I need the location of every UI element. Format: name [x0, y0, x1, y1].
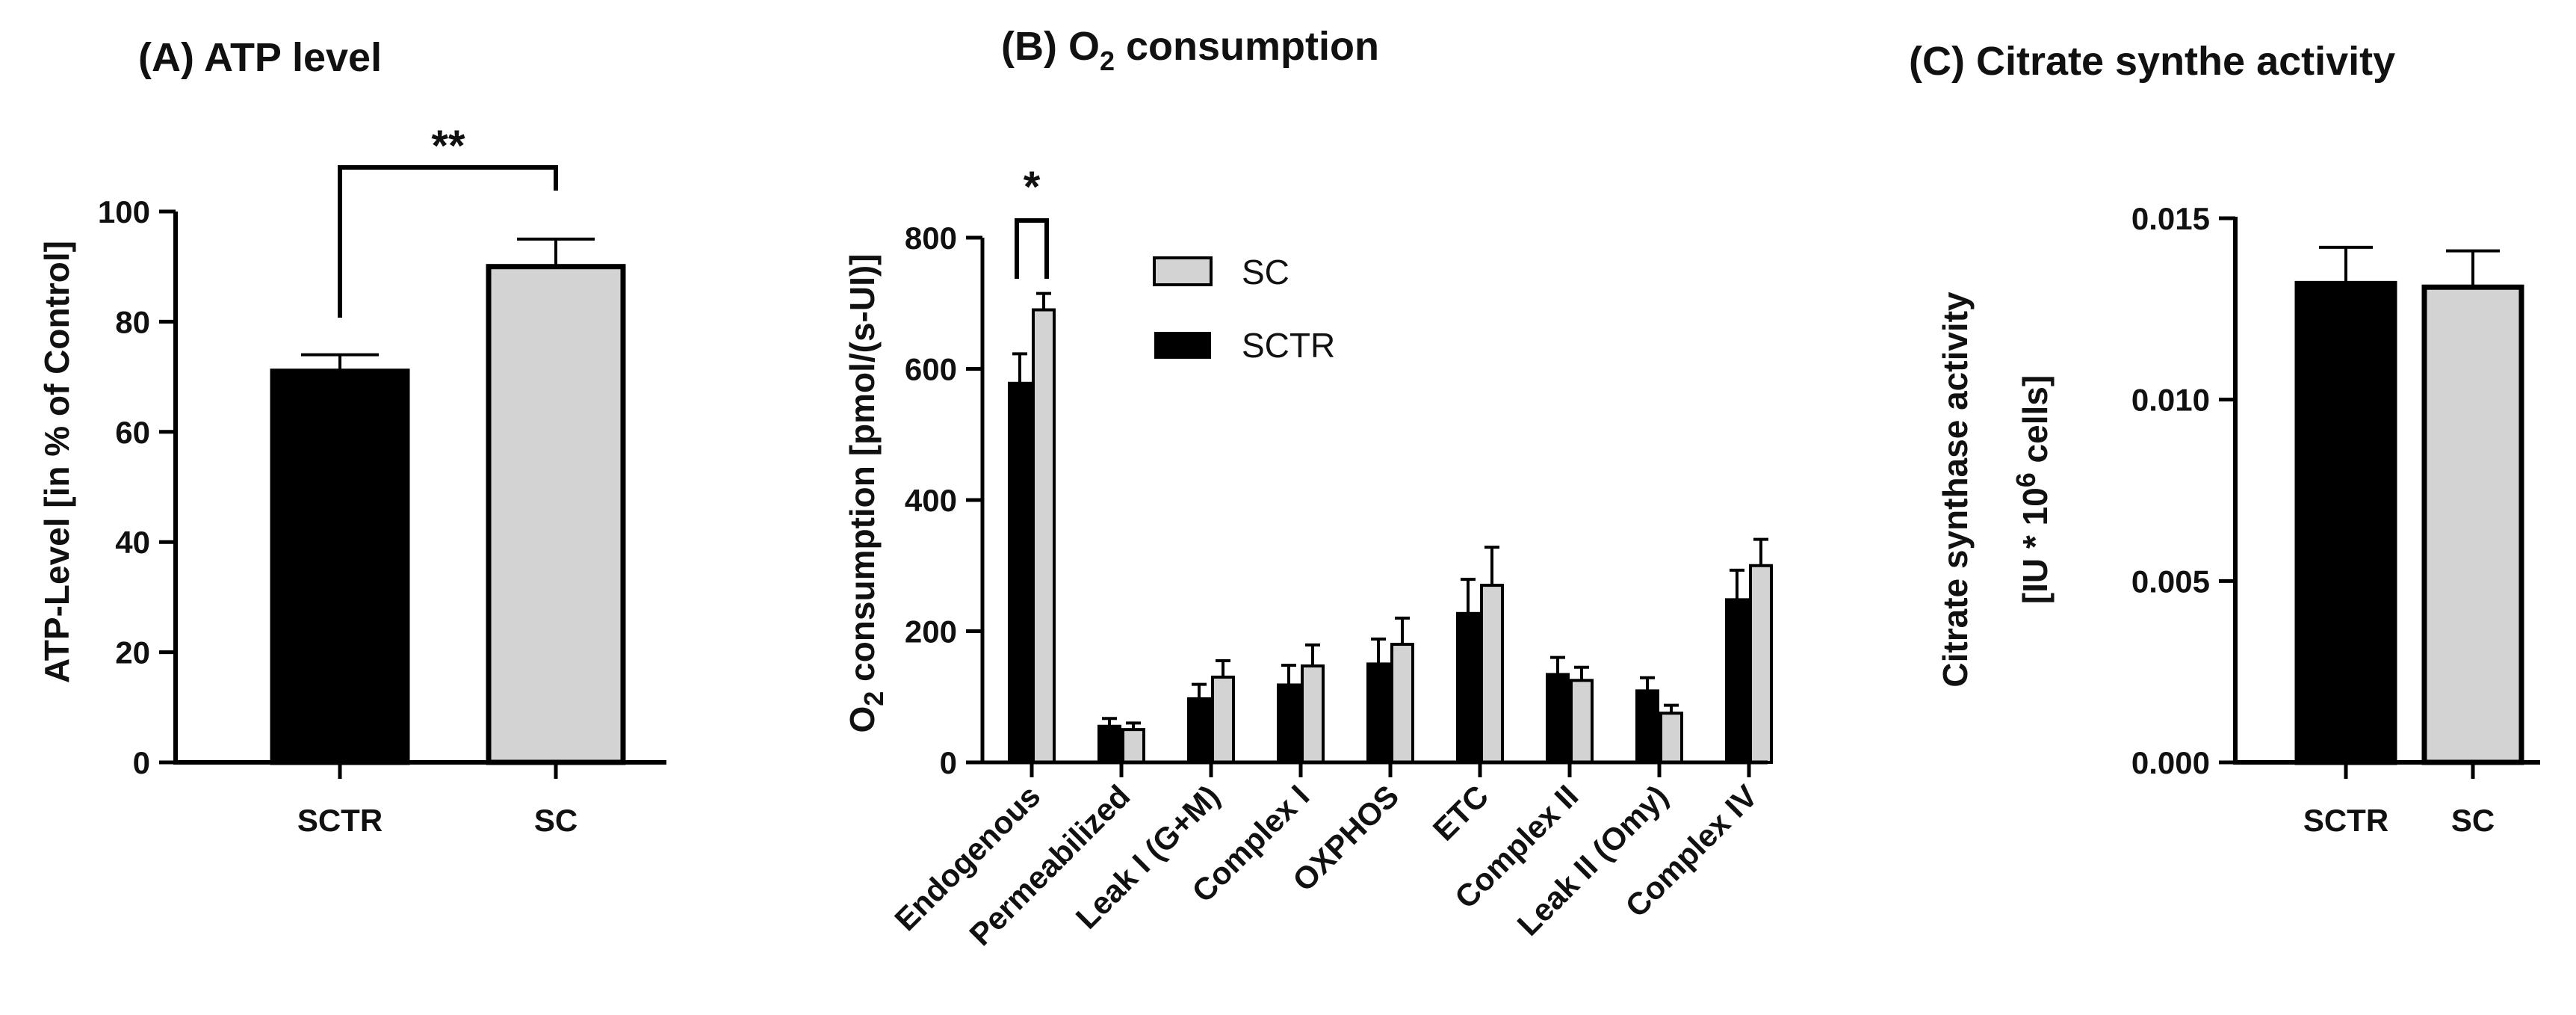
panel-b-y-ticks: 0 200 400 600 800 — [905, 220, 982, 780]
y-tick-label: 200 — [905, 614, 957, 650]
panel-b-significance-bracket — [1015, 218, 1049, 279]
panel-b-title-subscript: 2 — [1100, 46, 1115, 76]
y-tick-label: 400 — [905, 483, 957, 518]
bar-sctr — [1635, 689, 1659, 764]
panel-a-significance-label: ** — [431, 122, 465, 170]
panel-c-y-axis-label-line2: [IU * 106 cells] — [2010, 375, 2055, 604]
panel-b-bars — [1008, 291, 1773, 765]
bar-sctr — [1187, 697, 1211, 765]
legend-label-sctr: SCTR — [1242, 326, 1335, 365]
bar-sctr — [1725, 598, 1749, 764]
legend-swatch-sctr — [1154, 332, 1211, 359]
bar-sc — [2421, 284, 2524, 765]
panel-c-y-ticks: 0.000 0.005 0.010 0.015 — [2131, 201, 2235, 780]
panel-c-y-label-prefix: [IU * 10 — [2016, 487, 2055, 604]
panel-b-title-suffix: consumption — [1115, 24, 1379, 69]
bar-sc — [1659, 712, 1683, 764]
y-tick-label: 0.010 — [2131, 383, 2210, 418]
panel-b-significance-label: * — [1024, 163, 1041, 212]
x-category-label: SCTR — [2303, 803, 2388, 838]
x-category-label: SCTR — [297, 803, 383, 838]
panel-b-title-prefix: (B) O — [1001, 24, 1100, 69]
x-category-label: SC — [534, 803, 578, 838]
y-tick-label: 0.005 — [2131, 564, 2210, 599]
y-tick-label: 800 — [905, 220, 957, 256]
panel-a-title: (A) ATP level — [138, 35, 382, 80]
bar-sctr — [1366, 662, 1390, 764]
y-tick-label: 100 — [98, 194, 150, 229]
bar-sctr — [2294, 280, 2397, 765]
panel-a-bars — [270, 237, 626, 765]
y-tick-label: 0.015 — [2131, 201, 2210, 236]
panel-a: (A) ATP level ATP-Level [in % of Control… — [37, 35, 666, 838]
bar-sctr — [1546, 673, 1570, 764]
panel-a-y-axis-label: ATP-Level [in % of Control] — [37, 241, 76, 683]
bar-sc — [1390, 643, 1414, 764]
bar-sc — [1301, 664, 1325, 764]
y-tick-label: 60 — [115, 415, 150, 450]
panel-b-y-label-subscript: 2 — [858, 691, 889, 706]
panel-b-y-label-prefix: O — [843, 706, 882, 733]
panel-b-y-label-suffix: consumption [pmol/(s-UI)] — [843, 254, 882, 691]
y-tick-label: 0 — [940, 745, 957, 780]
x-category-label: SC — [2451, 803, 2495, 838]
bar-sctr — [1097, 724, 1121, 764]
bar-sctr — [1277, 683, 1301, 765]
bar-sctr — [270, 368, 410, 765]
legend-swatch-sc — [1153, 256, 1213, 286]
bar-sc — [1032, 308, 1056, 764]
x-category-label: Permeabilized — [962, 778, 1136, 952]
bar-sc — [486, 264, 626, 765]
y-tick-label: 0 — [133, 745, 150, 780]
panel-a-significance-bracket — [338, 165, 558, 318]
bar-sc — [1570, 679, 1594, 764]
y-tick-label: 40 — [115, 525, 150, 560]
panel-c: (C) Citrate synthe activity Citrate synt… — [1909, 39, 2540, 838]
panel-a-y-ticks: 0 20 40 60 80 100 — [98, 194, 176, 780]
panel-c-bars — [2294, 245, 2524, 765]
panel-c-title: (C) Citrate synthe activity — [1909, 39, 2395, 84]
y-tick-label: 20 — [115, 635, 150, 670]
panel-b-title: (B) O2 consumption — [1001, 24, 1379, 76]
legend-label-sc: SC — [1242, 253, 1289, 291]
bar-sctr — [1456, 611, 1480, 764]
bar-sctr — [1008, 381, 1032, 764]
y-tick-label: 600 — [905, 352, 957, 387]
panel-b-legend: SC SCTR — [1153, 253, 1335, 365]
panel-a-categories: SCTR SC — [297, 762, 578, 838]
panel-c-categories: SCTR SC — [2303, 762, 2495, 838]
panel-c-y-axis-label-line1: Citrate synthase activity — [1936, 291, 1975, 688]
panel-c-y-label-superscript: 6 — [2010, 472, 2041, 487]
panel-b: (B) O2 consumption O2 consumption [pmol/… — [843, 24, 1773, 952]
y-tick-label: 0.000 — [2131, 745, 2210, 780]
bar-sc — [1121, 728, 1145, 764]
bar-sc — [1749, 564, 1773, 764]
bar-sc — [1480, 584, 1504, 765]
x-category-label: ETC — [1426, 778, 1496, 848]
panel-c-y-label-suffix: cells] — [2016, 375, 2055, 472]
panel-b-y-axis-label: O2 consumption [pmol/(s-UI)] — [843, 254, 889, 733]
bar-sc — [1211, 675, 1235, 764]
y-tick-label: 80 — [115, 304, 150, 339]
